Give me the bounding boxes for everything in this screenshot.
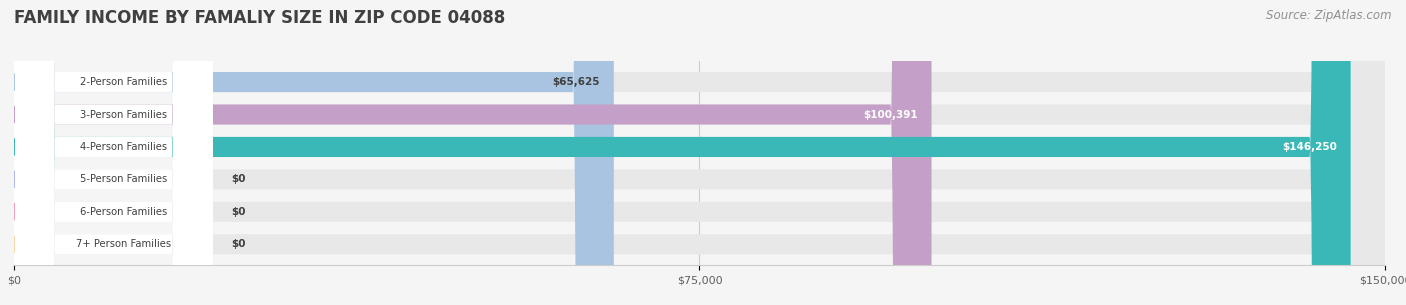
Text: $65,625: $65,625 [553,77,600,87]
Text: FAMILY INCOME BY FAMALIY SIZE IN ZIP CODE 04088: FAMILY INCOME BY FAMALIY SIZE IN ZIP COD… [14,9,505,27]
FancyBboxPatch shape [14,0,212,305]
Text: $0: $0 [231,207,246,217]
FancyBboxPatch shape [14,0,614,305]
Text: $146,250: $146,250 [1282,142,1337,152]
Text: 3-Person Families: 3-Person Families [80,109,167,120]
FancyBboxPatch shape [14,0,212,305]
Text: 5-Person Families: 5-Person Families [80,174,167,185]
Text: 6-Person Families: 6-Person Families [80,207,167,217]
FancyBboxPatch shape [14,0,212,305]
FancyBboxPatch shape [14,0,212,305]
FancyBboxPatch shape [14,0,1385,305]
FancyBboxPatch shape [14,0,1385,305]
FancyBboxPatch shape [14,0,212,305]
Text: $100,391: $100,391 [863,109,918,120]
FancyBboxPatch shape [14,0,1385,305]
FancyBboxPatch shape [14,0,1385,305]
Text: 2-Person Families: 2-Person Families [80,77,167,87]
Text: 4-Person Families: 4-Person Families [80,142,167,152]
FancyBboxPatch shape [14,0,932,305]
FancyBboxPatch shape [14,0,1351,305]
Text: $0: $0 [231,174,246,185]
FancyBboxPatch shape [14,0,1385,305]
FancyBboxPatch shape [14,0,212,305]
Text: 7+ Person Families: 7+ Person Families [76,239,172,249]
Text: Source: ZipAtlas.com: Source: ZipAtlas.com [1267,9,1392,22]
Text: $0: $0 [231,239,246,249]
FancyBboxPatch shape [14,0,1385,305]
